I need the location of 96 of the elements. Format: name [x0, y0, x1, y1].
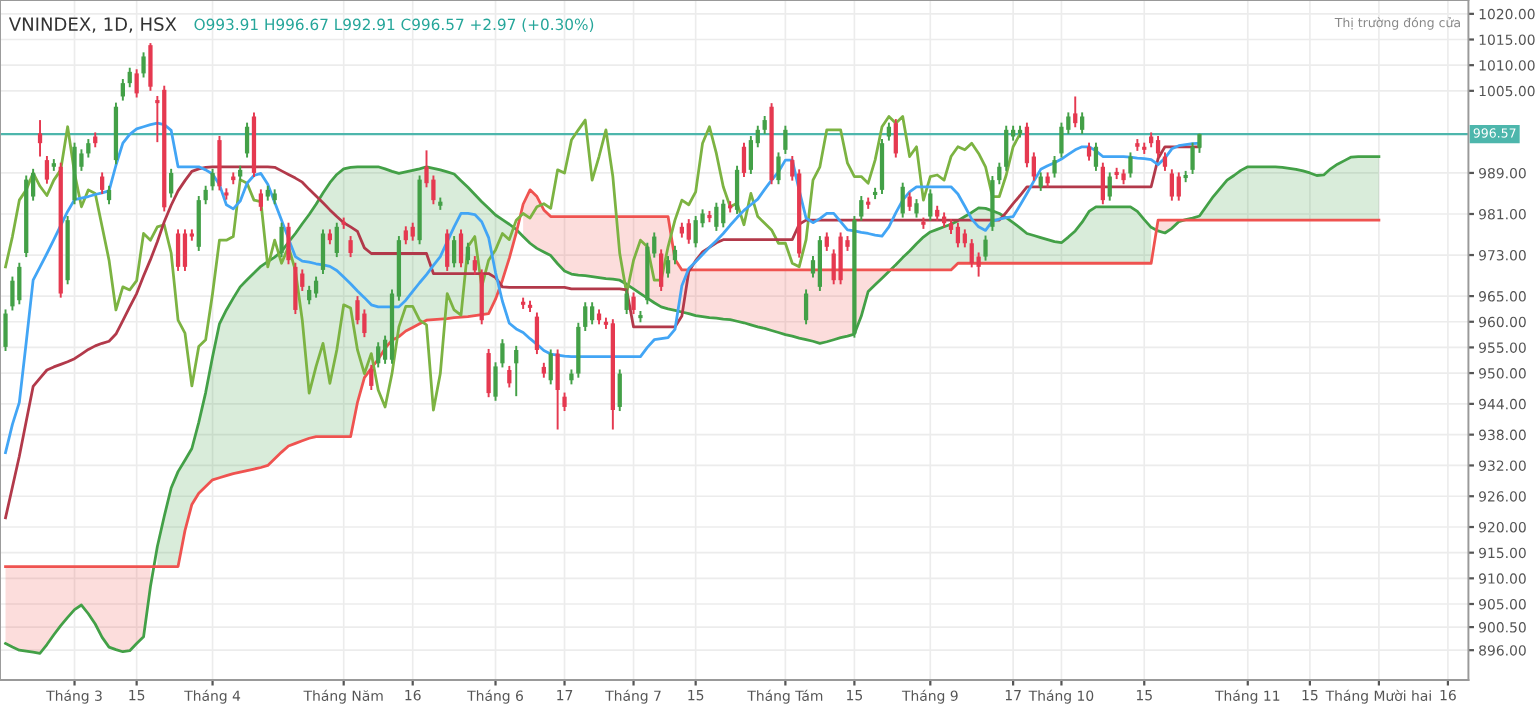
text: VNINDEX, 1D, HSX: [8, 17, 177, 33]
candlestick: [914, 198, 919, 219]
candlestick: [1080, 111, 1085, 135]
candlestick: [734, 164, 740, 215]
candlestick: [169, 167, 174, 199]
candlestick: [465, 241, 471, 266]
candlestick: [686, 218, 691, 245]
candlestick: [507, 364, 512, 389]
candlestick: [893, 118, 898, 159]
candlestick: [1162, 151, 1168, 172]
candlestick: [955, 221, 961, 249]
candlestick: [900, 181, 905, 219]
candlestick: [583, 301, 588, 332]
candlestick: [617, 368, 622, 413]
candlestick: [334, 221, 339, 259]
candlestick: [210, 167, 215, 192]
line-series: [4, 188, 1381, 568]
candlestick: [100, 171, 105, 195]
line-series: [4, 121, 1201, 454]
candlestick: [983, 234, 988, 262]
candlestick: [472, 255, 477, 276]
candlestick: [320, 228, 326, 275]
candlestick: [293, 261, 298, 316]
candlestick: [803, 288, 809, 326]
candlestick: [1093, 141, 1099, 172]
candlestick: [1176, 171, 1181, 202]
candlestick: [445, 228, 450, 272]
candlestick: [217, 135, 222, 192]
candlestick: [244, 121, 250, 159]
candlestick: [182, 228, 188, 272]
candlestick: [721, 198, 726, 229]
candlestick: [1073, 95, 1078, 129]
candlestick: [258, 188, 264, 212]
candlestick: [824, 231, 829, 252]
candlestick: [362, 308, 367, 339]
candlestick: [307, 284, 312, 306]
candlestick: [148, 42, 153, 92]
candlestick: [486, 347, 491, 399]
candlestick: [44, 155, 50, 185]
candlestick: [693, 215, 698, 249]
candlestick: [196, 195, 201, 252]
candlestick: [431, 174, 436, 206]
candlestick: [127, 66, 132, 89]
candlestick: [817, 235, 823, 292]
candlestick: [313, 275, 319, 299]
candlestick: [714, 201, 719, 232]
candlestick: [776, 151, 781, 186]
candlestick: [141, 51, 146, 79]
candlestick: [286, 221, 291, 266]
candlestick: [134, 68, 139, 99]
candlestick: [748, 135, 754, 175]
candlestick: [451, 235, 457, 269]
candlestick: [928, 188, 933, 222]
candlestick: [3, 308, 8, 352]
candlestick: [783, 124, 788, 155]
candlestick: [838, 231, 843, 286]
candlestick: [1190, 141, 1195, 175]
candlestick: [1004, 124, 1009, 172]
candlestick: [548, 348, 553, 386]
line-series: [4, 155, 1381, 655]
candlestick: [458, 228, 464, 269]
candlestick: [1100, 161, 1105, 206]
candlestick: [369, 363, 374, 391]
candlestick: [106, 184, 112, 206]
candlestick: [741, 141, 747, 179]
candlestick: [479, 268, 484, 326]
candlestick: [1155, 135, 1161, 159]
candlestick: [1107, 171, 1112, 202]
candlestick: [576, 321, 581, 379]
candlestick: [203, 184, 208, 206]
candlestick: [1052, 155, 1057, 179]
candlestick: [624, 288, 629, 316]
candlestick: [120, 78, 125, 102]
candlestick: [1024, 121, 1030, 169]
candlestick: [672, 244, 678, 266]
candlestick: [17, 261, 22, 306]
candlestick: [907, 191, 912, 212]
candlestick: [534, 311, 540, 356]
candlestick: [659, 248, 664, 292]
candlestick: [879, 138, 885, 195]
candlestick: [376, 341, 381, 369]
candlestick: [348, 235, 353, 259]
candlestick: [37, 119, 43, 158]
candlestick: [555, 348, 560, 431]
candlestick: [86, 138, 91, 159]
candlestick: [175, 228, 181, 272]
line-series: [4, 115, 1022, 412]
candlestick: [514, 344, 519, 398]
candlestick: [590, 301, 595, 326]
candlestick: [1128, 151, 1133, 179]
candlestick: [1169, 168, 1174, 202]
candlestick: [279, 221, 284, 259]
candlestick: [631, 291, 636, 316]
candlestick: [1038, 171, 1043, 192]
candlestick: [969, 238, 974, 269]
candlestick: [665, 255, 671, 279]
